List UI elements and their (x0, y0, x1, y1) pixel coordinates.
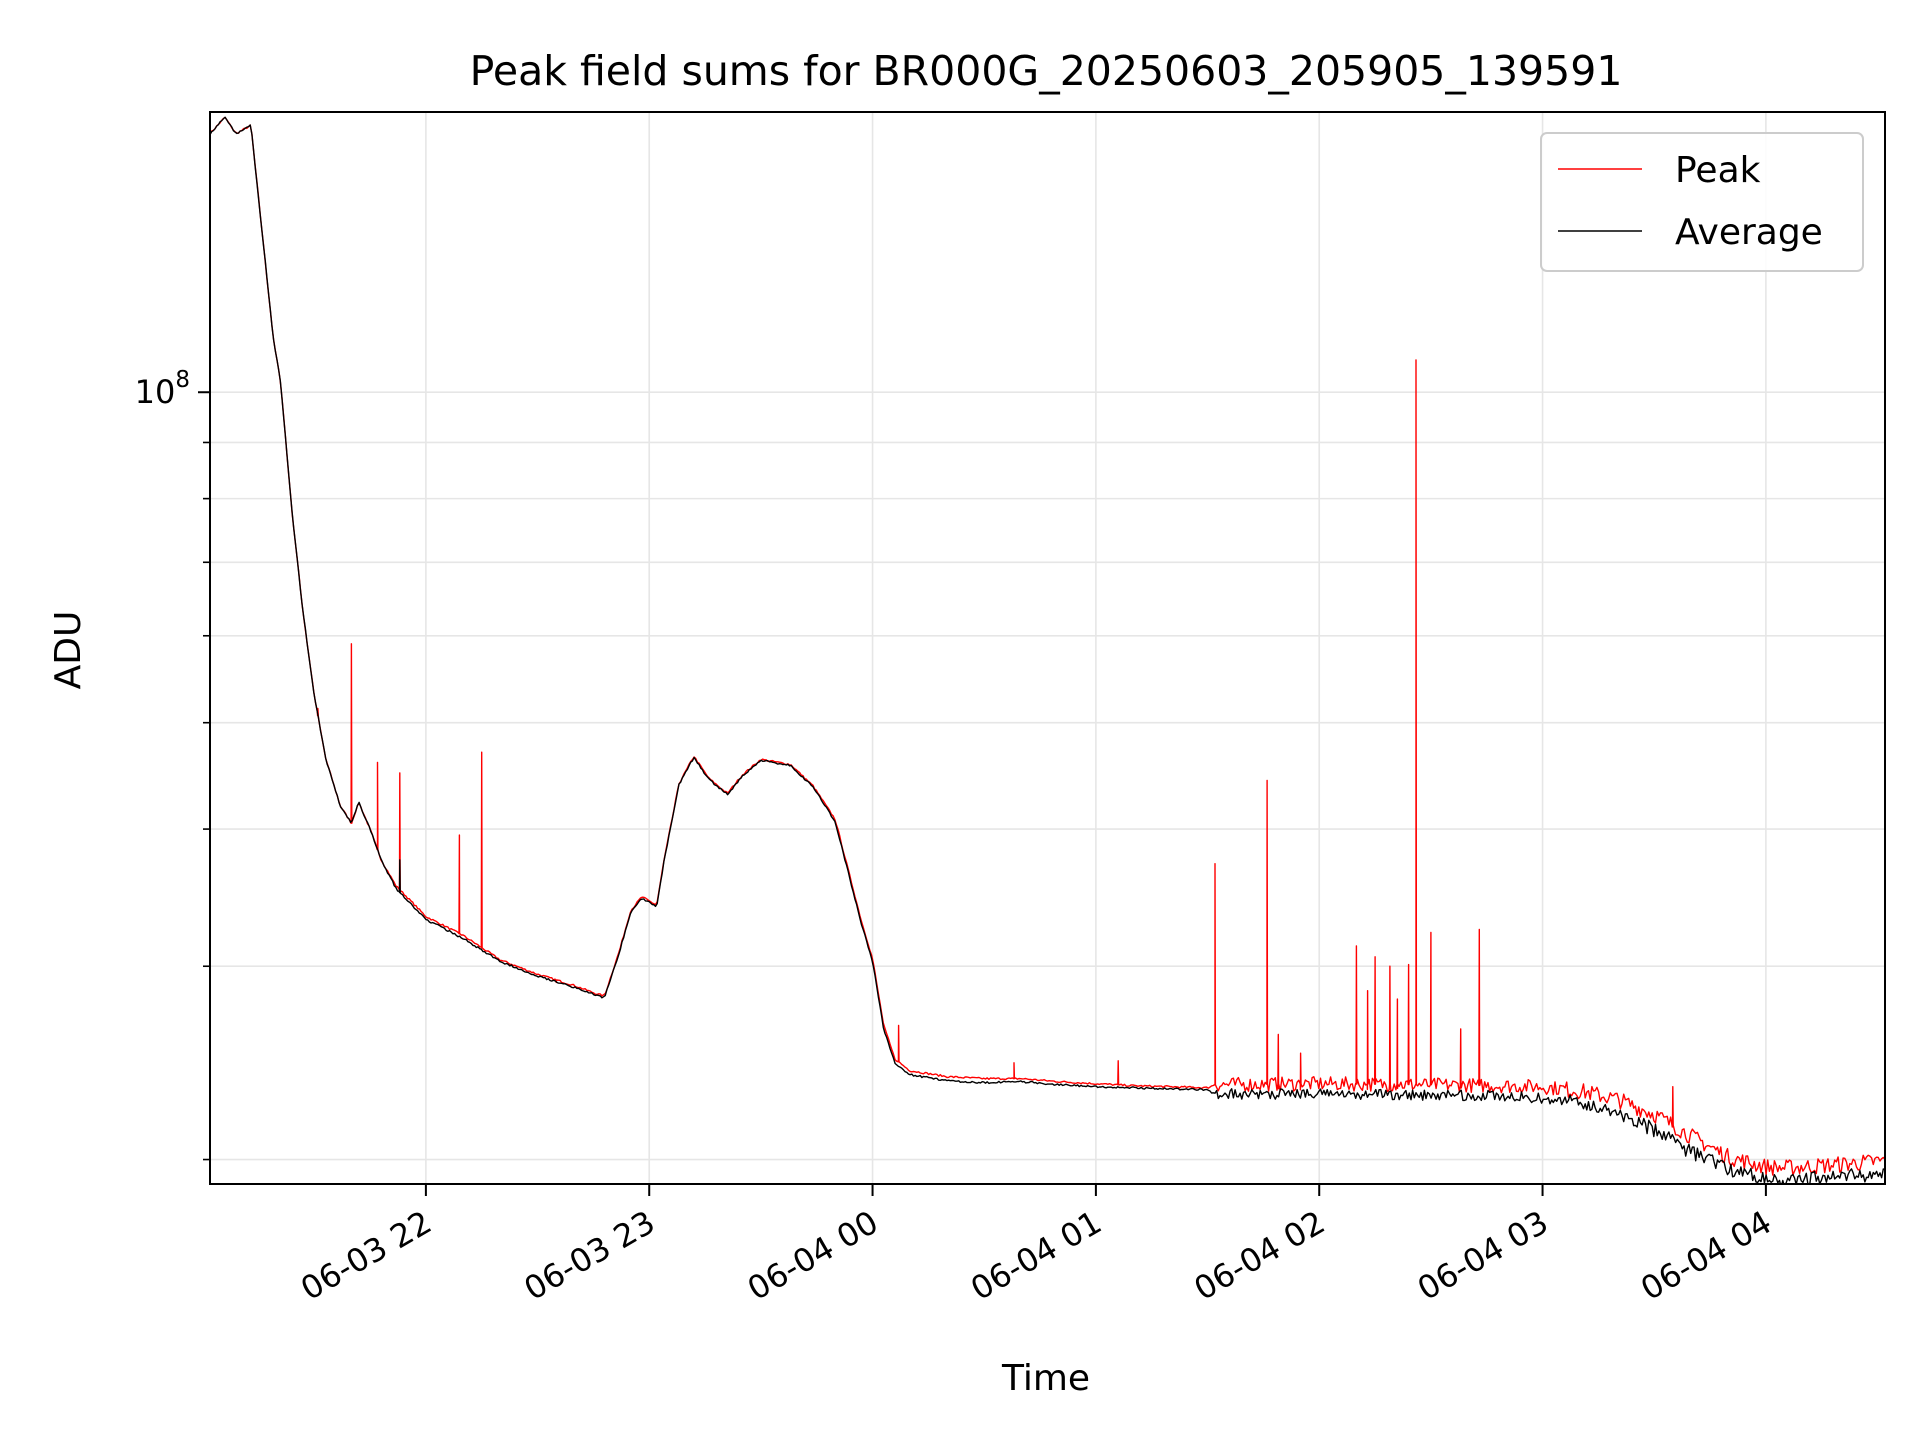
chart-title: Peak field sums for BR000G_20250603_2059… (470, 47, 1623, 95)
x-tick-label-4: 06-04 02 (1188, 1203, 1332, 1308)
legend-label-average: Average (1675, 212, 1823, 253)
x-gridlines (425, 112, 1767, 1184)
legend: Peak Average (1540, 132, 1864, 272)
x-ticks: 06-03 22 06-03 23 06-04 00 06-04 01 06-04 02… (294, 1184, 1778, 1308)
plot-frame (209, 111, 1886, 1185)
x-tick-label-6: 06-04 04 (1634, 1203, 1778, 1308)
legend-label-peak: Peak (1675, 150, 1761, 191)
series-line-peak (210, 116, 1885, 1176)
series-line-average (210, 116, 1885, 1184)
y-ticks: 108 (135, 367, 210, 1161)
x-tick-label-5: 06-04 03 (1411, 1203, 1555, 1308)
legend-box (1540, 132, 1864, 272)
x-tick-label-1: 06-03 23 (518, 1203, 662, 1308)
x-tick-label-3: 06-04 01 (964, 1203, 1108, 1308)
y-gridlines (210, 391, 1885, 1161)
y-tick-label-0: 108 (135, 367, 190, 411)
y-axis-label: ADU (48, 611, 89, 690)
x-tick-label-0: 06-03 22 (294, 1203, 438, 1308)
x-tick-label-2: 06-04 00 (741, 1203, 885, 1308)
series-layer (210, 116, 1885, 1184)
x-axis-label: Time (1001, 1358, 1090, 1399)
